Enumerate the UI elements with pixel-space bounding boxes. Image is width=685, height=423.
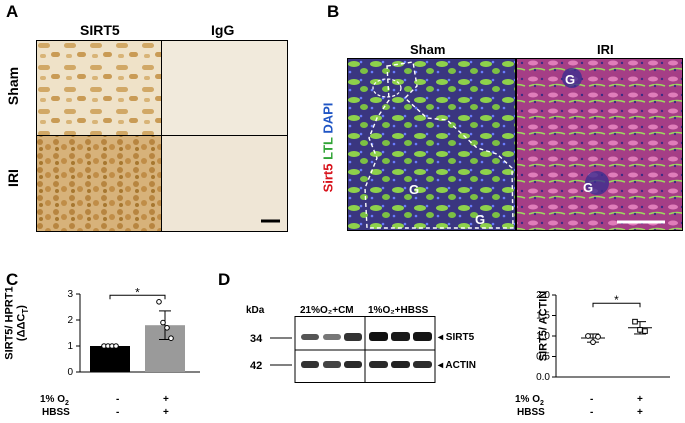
y-tick-label: 3 <box>67 289 73 300</box>
panel-c-ylabel-line1: SIRT5/ HPRT1 <box>3 286 16 360</box>
y-tick-label: 1.5 <box>536 311 550 322</box>
mw-42: 42 <box>250 360 263 372</box>
panel-d-cond-o2-text: 1% O <box>515 394 541 405</box>
panel-c-ylabel-line2: (ΔΔCT) <box>16 286 30 359</box>
panel-c-cond-hbss: HBSS <box>42 407 70 418</box>
glom-mark-4: G <box>583 180 594 195</box>
panel-c-o2-plus: + <box>163 394 169 405</box>
lane-group-1: 21%O₂+CM <box>300 305 354 316</box>
panel-c-ylabel-close: ) <box>15 305 28 309</box>
kda-label: kDa <box>246 305 265 316</box>
data-point <box>168 335 174 342</box>
significance-star: * <box>135 285 140 299</box>
data-point <box>632 318 638 325</box>
panel-b-col-iri: IRI <box>597 42 614 57</box>
panel-c-ylabel: SIRT5/ HPRT1 (ΔΔCT) <box>4 286 30 359</box>
y-tick-label: 1.0 <box>536 331 550 342</box>
panel-c-chart: 0 1 2 3 * <box>67 285 200 378</box>
panel-d-cond-o2: 1% O2 <box>515 394 544 407</box>
bar-1 <box>90 346 130 372</box>
panel-b-letter: B <box>327 2 340 21</box>
y-tick-label: 0.0 <box>536 372 550 383</box>
panel-c-ylabel-sub: T <box>20 308 30 314</box>
panel-c-cond-o2-text: 1% O <box>40 394 66 405</box>
actin-bands <box>301 361 432 368</box>
y-tick-label: 2.0 <box>536 290 550 301</box>
panel-d-chart: 0.0 0.5 1.0 1.5 2.0 * <box>536 290 670 383</box>
y-tick-label: 1 <box>67 341 73 352</box>
panel-d-cond-hbss: HBSS <box>517 407 545 418</box>
data-point <box>595 333 601 340</box>
western-blot <box>270 316 436 383</box>
panel-b-fluorescence <box>347 58 683 231</box>
glom-mark-2: G <box>475 212 486 227</box>
lane-group-2: 1%O₂+HBSS <box>368 305 429 316</box>
panel-a-micrographs <box>36 40 288 232</box>
panel-d-hbss-minus: - <box>590 407 594 418</box>
panel-b-col-sham: Sham <box>410 42 446 57</box>
stain-sirt5: Sirt5 <box>320 163 336 193</box>
data-point <box>160 319 166 326</box>
panel-d-cond-o2-sub: 2 <box>540 400 544 407</box>
significance-bracket <box>592 302 641 308</box>
stain-dapi: DAPI <box>320 102 336 134</box>
panel-d-o2-minus: - <box>590 394 594 405</box>
panel-a-row-iri: IRI <box>4 169 21 187</box>
panel-a-col-igg: IgG <box>211 22 235 38</box>
band-sirt5: ◂ SIRT5 <box>438 332 475 343</box>
data-point <box>156 298 162 305</box>
panel-c-cond-o2-sub: 2 <box>65 400 69 407</box>
data-point <box>164 325 170 331</box>
panel-c-cond-o2: 1% O2 <box>40 394 69 407</box>
mw-34: 34 <box>250 333 263 345</box>
y-tick-label: 0.5 <box>536 352 550 363</box>
significance-star: * <box>614 293 619 307</box>
panel-a-letter: A <box>6 2 19 21</box>
panel-c-ylabel-ddct: (ΔΔC <box>15 313 28 342</box>
glom-mark-1: G <box>409 182 420 197</box>
data-point <box>637 327 643 333</box>
panel-a-row-sham: Sham <box>5 66 22 106</box>
stain-ltl: LTL <box>320 137 336 160</box>
data-point <box>590 339 596 346</box>
panel-c-letter: C <box>6 270 19 289</box>
panel-c-o2-minus: - <box>116 394 120 405</box>
panel-d-o2-plus: + <box>637 394 643 405</box>
y-tick-label: 0 <box>67 367 73 378</box>
panel-a-col-sirt5: SIRT5 <box>80 22 120 38</box>
sirt5-bands <box>301 332 432 341</box>
y-tick-label: 2 <box>67 315 73 326</box>
data-point <box>113 343 119 349</box>
data-point <box>585 333 591 339</box>
significance-bracket <box>109 294 166 300</box>
panel-d-letter: D <box>218 270 231 289</box>
data-point <box>642 328 648 334</box>
panel-d-hbss-plus: + <box>637 407 643 418</box>
panel-c-hbss-minus: - <box>116 407 120 418</box>
glom-mark-3: G <box>565 72 576 87</box>
panel-c-hbss-plus: + <box>163 407 169 418</box>
panel-b-stain-label: Sirt5 LTL DAPI <box>320 103 335 193</box>
band-actin: ◂ ACTIN <box>438 360 476 371</box>
